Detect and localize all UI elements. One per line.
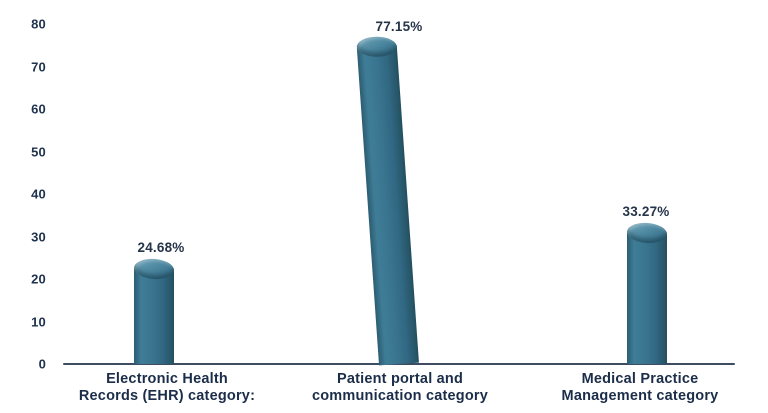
x-axis-category-label-line: Medical Practice xyxy=(581,371,699,387)
y-axis-tick-label: 80 xyxy=(31,16,46,32)
x-axis-category-label: Patient portal and communication category xyxy=(270,371,530,405)
x-axis-category-label: Electronic Health Records (EHR) category: xyxy=(37,371,297,405)
bar-value-label: 33.27% xyxy=(622,204,670,219)
x-axis-category-label-line: Records (EHR) category: xyxy=(78,388,256,404)
cylinder-body xyxy=(356,45,419,366)
y-axis-tick-label: 70 xyxy=(31,59,46,74)
bar-cylinder xyxy=(626,221,668,364)
x-axis-line xyxy=(63,363,735,365)
bar-cylinder xyxy=(133,257,175,364)
cylinder-top xyxy=(356,36,397,57)
bar-value-label: 24.68% xyxy=(137,240,185,255)
bar-value-label: 77.15% xyxy=(375,19,423,34)
x-axis-category-label-line: Management category xyxy=(561,388,719,404)
cylinder-body xyxy=(134,269,174,364)
y-axis-tick-label: 50 xyxy=(31,144,46,159)
y-axis-tick-label: 60 xyxy=(31,101,46,117)
x-axis-category-label: Medical Practice Management category xyxy=(510,371,768,405)
y-axis-tick-label: 30 xyxy=(31,229,46,244)
x-axis-category-label-line: Patient portal and xyxy=(336,371,464,387)
y-axis-tick-label: 20 xyxy=(31,271,46,287)
bar-cylinder xyxy=(356,35,419,366)
x-axis-category-label-line: Electronic Health xyxy=(106,371,228,387)
y-axis-tick-label: 0 xyxy=(38,356,46,372)
x-axis-category-label-line: communication category xyxy=(311,388,489,404)
y-axis-tick-label: 10 xyxy=(31,314,46,329)
y-axis-tick-label: 40 xyxy=(31,186,46,202)
cylinder-body xyxy=(627,233,667,364)
